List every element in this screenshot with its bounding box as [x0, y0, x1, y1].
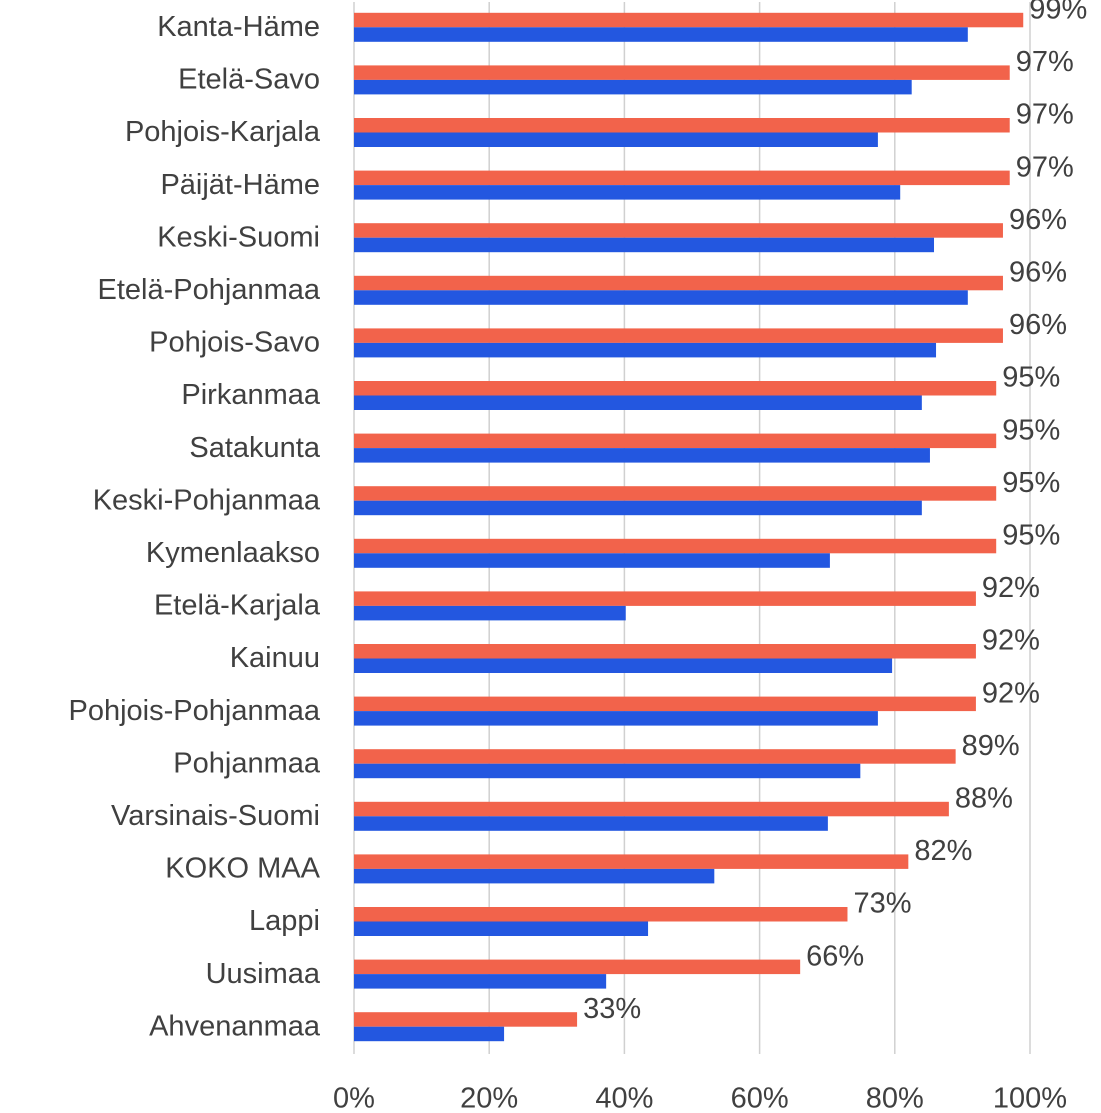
- data-label: 92%: [982, 677, 1040, 709]
- bar: [354, 12, 1024, 28]
- y-tick-label: Pohjois-Pohjanmaa: [69, 695, 321, 727]
- data-label: 95%: [1002, 519, 1060, 551]
- x-tick-label: 60%: [731, 1083, 789, 1113]
- bar: [354, 342, 937, 358]
- y-tick-label: Pirkanmaa: [181, 379, 320, 411]
- bar: [354, 854, 909, 869]
- y-tick-label: Etelä-Karjala: [154, 590, 321, 622]
- data-label: 97%: [1016, 46, 1074, 78]
- data-label: 95%: [1002, 467, 1060, 499]
- bar: [354, 1012, 578, 1027]
- bar: [354, 711, 878, 726]
- bar: [354, 170, 1010, 186]
- y-tick-label: Pohjanmaa: [173, 747, 321, 779]
- data-label: 97%: [1016, 151, 1074, 183]
- bar: [354, 486, 997, 501]
- bar: [354, 185, 901, 200]
- bar: [354, 591, 976, 606]
- y-tick-label: Kanta-Häme: [157, 11, 320, 43]
- bar: [354, 658, 893, 673]
- data-label: 95%: [1002, 362, 1060, 394]
- bar: [354, 868, 715, 884]
- y-tick-label: Etelä-Savo: [178, 64, 320, 96]
- bar: [354, 448, 930, 463]
- data-label: 96%: [1009, 204, 1067, 236]
- x-tick-label: 0%: [333, 1083, 375, 1113]
- y-tick-label: Pohjois-Karjala: [125, 116, 321, 148]
- data-label: 92%: [982, 572, 1040, 604]
- bar: [354, 974, 607, 989]
- y-tick-label: Pohjois-Savo: [149, 327, 320, 359]
- y-tick-label: Keski-Suomi: [157, 221, 320, 253]
- bar: [354, 538, 997, 554]
- bar: [354, 118, 1010, 133]
- bar: [354, 381, 997, 396]
- data-label: 92%: [982, 625, 1040, 657]
- bar: [354, 290, 968, 305]
- bar: [354, 816, 828, 831]
- bar: [354, 500, 922, 516]
- data-label: 96%: [1009, 256, 1067, 288]
- y-tick-label: Etelä-Pohjanmaa: [98, 274, 321, 306]
- data-label: 88%: [955, 782, 1013, 814]
- y-tick-label: Uusimaa: [206, 958, 321, 990]
- data-label: 97%: [1016, 99, 1074, 131]
- y-tick-label: Kainuu: [230, 642, 320, 674]
- bar: [354, 65, 1010, 80]
- x-tick-label: 20%: [460, 1083, 518, 1113]
- data-label: 95%: [1002, 414, 1060, 446]
- data-label: 33%: [583, 993, 641, 1025]
- y-tick-label: KOKO MAA: [165, 853, 320, 885]
- data-label: 73%: [853, 888, 911, 920]
- y-tick-label: Ahvenanmaa: [149, 1010, 321, 1042]
- y-tick-label: Lappi: [249, 905, 320, 937]
- x-tick-label: 100%: [993, 1083, 1067, 1113]
- bar: [354, 237, 935, 253]
- bar: [354, 553, 830, 568]
- data-label: 99%: [1029, 0, 1087, 25]
- bar: [354, 328, 1003, 343]
- data-label: 66%: [806, 940, 864, 972]
- y-tick-label: Keski-Pohjanmaa: [93, 484, 321, 516]
- bar: [354, 275, 1003, 291]
- bar: [354, 696, 976, 712]
- y-tick-label: Päijät-Häme: [160, 169, 320, 201]
- bar: [354, 1026, 505, 1042]
- y-tick-label: Satakunta: [189, 432, 320, 464]
- bar: [354, 223, 1003, 238]
- y-tick-label: Varsinais-Suomi: [111, 800, 320, 832]
- data-label: 96%: [1009, 309, 1067, 341]
- bar: [354, 749, 956, 764]
- x-tick-label: 40%: [595, 1083, 653, 1113]
- data-label: 89%: [962, 730, 1020, 762]
- bar: [354, 605, 626, 621]
- bar: [354, 801, 949, 817]
- bar: [354, 959, 801, 975]
- bar: [354, 27, 968, 42]
- bar: [354, 395, 922, 410]
- bar: [354, 644, 976, 659]
- bar: [354, 907, 848, 922]
- x-tick-label: 80%: [866, 1083, 924, 1113]
- bar: [354, 763, 861, 779]
- y-tick-label: Kymenlaakso: [146, 537, 320, 569]
- bar: [354, 433, 997, 449]
- bar: [354, 79, 912, 95]
- bar: [354, 921, 649, 936]
- bar: [354, 132, 878, 147]
- data-label: 82%: [914, 835, 972, 867]
